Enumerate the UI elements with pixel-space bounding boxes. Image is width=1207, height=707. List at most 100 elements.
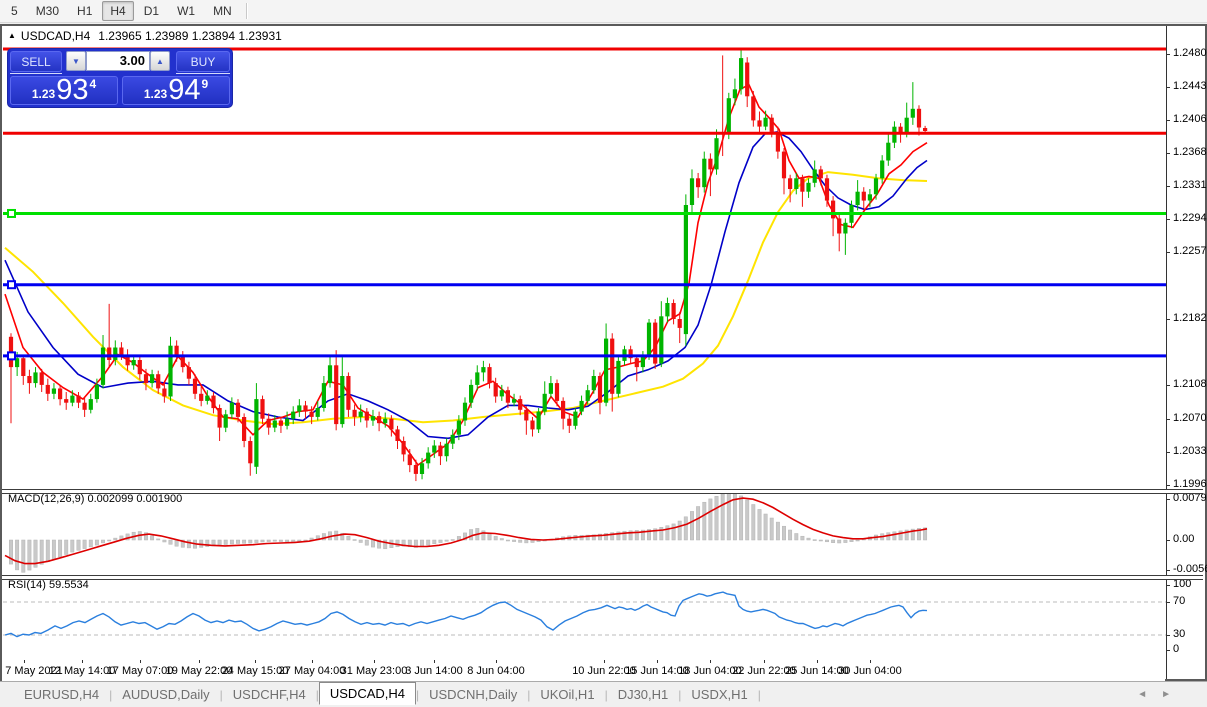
candle [162, 388, 167, 397]
symbol-tab-usdx[interactable]: USDX,H1 [691, 687, 748, 702]
buy-button[interactable]: BUY [176, 51, 230, 72]
time-tick [657, 660, 658, 663]
macd-histogram-bar [512, 539, 517, 542]
candle [413, 465, 418, 474]
sell-price-display[interactable]: 1.23 93 4 [10, 76, 118, 105]
time-label: 12 May 14:00 [48, 665, 116, 677]
candle [456, 420, 461, 435]
symbol-tab-ukoil[interactable]: UKOil,H1 [540, 687, 595, 702]
candle [113, 347, 118, 360]
macd-histogram-bar [720, 493, 725, 541]
rsi-pane-canvas[interactable] [3, 578, 1166, 660]
macd-histogram-bar [739, 495, 744, 541]
candle [824, 178, 830, 201]
main-chart-canvas[interactable] [3, 45, 1166, 489]
symbol-tab-usdcnh[interactable]: USDCNH,Daily [429, 687, 518, 702]
macd-histogram-bar [647, 529, 651, 541]
axis-tick [1166, 602, 1170, 603]
time-tick [604, 660, 605, 663]
timeframe-button-h1[interactable]: H1 [77, 4, 93, 18]
pane-separator[interactable] [2, 575, 1203, 580]
symbol-tab-usdchf[interactable]: USDCHF,H4 [232, 687, 306, 702]
candle [180, 356, 185, 368]
macd-histogram-bar [156, 538, 161, 541]
macd-histogram-bar [917, 528, 921, 541]
macd-histogram-bar [9, 539, 13, 565]
tab-scroll-arrows[interactable]: ◄► [1137, 689, 1185, 700]
candle [591, 376, 596, 391]
candle [702, 158, 707, 188]
line-handle[interactable] [7, 280, 16, 290]
volume-increase-button[interactable]: ▲ [150, 51, 170, 71]
candle [272, 420, 277, 428]
macd-histogram-bar [27, 539, 32, 571]
candle [260, 399, 265, 419]
macd-pane-canvas[interactable] [3, 492, 1166, 575]
candle [334, 365, 339, 425]
volume-input[interactable]: 3.00 [86, 51, 150, 71]
candle [665, 303, 670, 317]
macd-histogram-bar [683, 516, 688, 541]
macd-histogram-bar [450, 539, 455, 541]
macd-histogram-bar [371, 539, 375, 548]
candle [444, 443, 449, 457]
collapse-triangle-icon[interactable]: ▲ [8, 31, 16, 40]
macd-histogram-bar [690, 511, 694, 541]
candle [266, 418, 271, 428]
timeframe-button-d1[interactable]: D1 [143, 4, 160, 18]
time-label: 30 Jun 04:00 [838, 665, 902, 677]
timeframe-button-5[interactable]: 5 [11, 4, 18, 18]
macd-histogram-bar [751, 504, 756, 541]
time-tick [870, 660, 871, 663]
time-axis: 7 May 2021 12 May 14:00 17 May 07:00 19 May… [2, 660, 1165, 681]
candle [156, 374, 161, 389]
pane-separator[interactable] [2, 489, 1203, 494]
candle [143, 374, 149, 384]
timeframe-button-h4[interactable]: H4 [102, 1, 134, 21]
toolbar-separator [245, 3, 248, 19]
macd-histogram-bar [236, 539, 240, 544]
timeframe-button-m30[interactable]: M30 [35, 4, 60, 18]
candle [898, 126, 903, 134]
symbol-tab-dj30[interactable]: DJ30,H1 [617, 687, 669, 702]
candle [561, 400, 566, 419]
candle [21, 358, 26, 376]
axis-tick [1166, 570, 1170, 571]
candle [303, 405, 308, 412]
buy-price-display[interactable]: 1.23 94 9 [122, 76, 230, 105]
buy-underline [176, 73, 230, 74]
candle [205, 395, 210, 401]
macd-histogram-bar [260, 539, 265, 543]
symbol-tab-audusd[interactable]: AUDUSD,Daily [122, 687, 210, 702]
timeframe-button-mn[interactable]: MN [213, 4, 232, 18]
candle [364, 411, 369, 421]
macd-histogram-bar [825, 539, 829, 543]
candle [346, 376, 351, 410]
candle [64, 399, 69, 403]
macd-histogram-bar [346, 536, 351, 541]
candle [297, 405, 302, 412]
sell-button[interactable]: SELL [10, 51, 62, 72]
line-handle[interactable] [7, 208, 16, 218]
candle [739, 58, 744, 90]
line-handle[interactable] [7, 351, 16, 361]
timeframe-button-w1[interactable]: W1 [177, 4, 196, 18]
candle [837, 218, 842, 234]
symbol-tab-usdcad[interactable]: USDCAD,H4 [318, 682, 416, 705]
time-label: 7 May 2021 [5, 665, 63, 677]
time-label: 8 Jun 04:00 [467, 665, 525, 677]
macd-histogram-bar [518, 539, 523, 543]
macd-histogram-bar [150, 535, 155, 541]
tab-separator: | [109, 687, 113, 702]
candle [499, 390, 504, 397]
buy-price-pips: 94 [168, 74, 201, 106]
symbol-tab-eurusd[interactable]: EURUSD,H4 [24, 687, 100, 702]
candle [530, 420, 535, 430]
macd-histogram-bar [585, 534, 590, 541]
volume-decrease-button[interactable]: ▼ [66, 51, 86, 71]
candle [751, 96, 756, 121]
time-label: 25 Jun 14:00 [785, 665, 849, 677]
time-label: 18 Jun 04:00 [678, 665, 742, 677]
candle [426, 452, 431, 464]
